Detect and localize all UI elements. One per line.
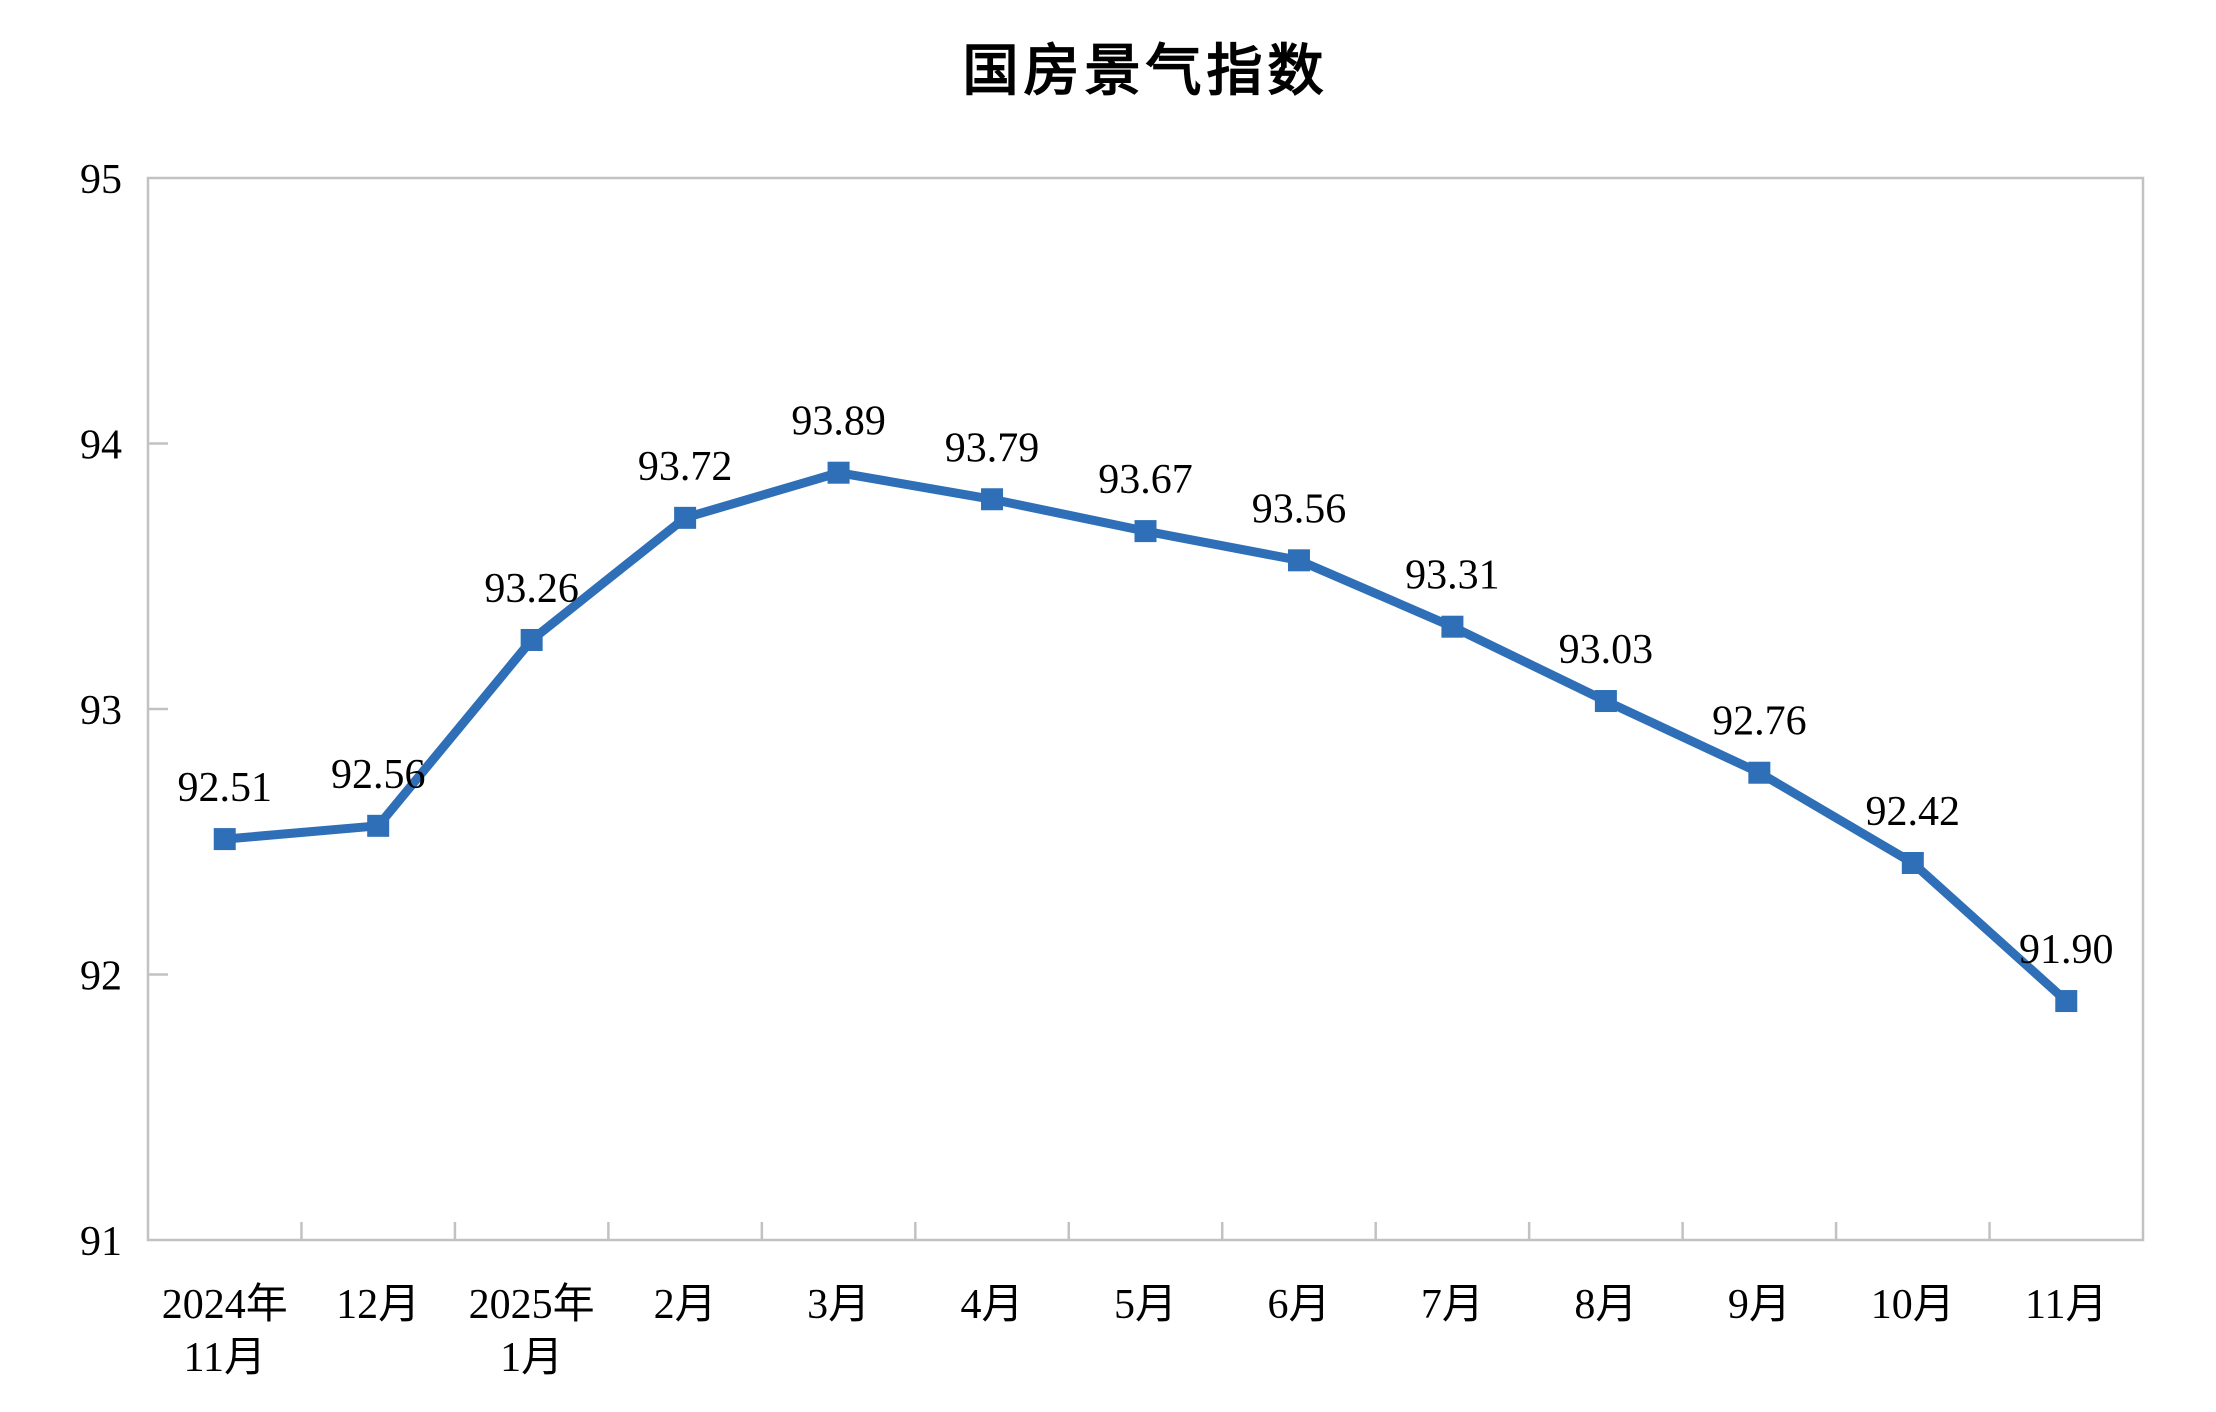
x-axis-label: 11月 <box>2025 1282 2107 1328</box>
data-label: 93.03 <box>1559 627 1654 673</box>
x-axis-label: 6月 <box>1267 1282 1330 1328</box>
data-point-marker <box>1901 851 1924 874</box>
data-point-marker <box>1441 615 1464 638</box>
x-axis-label: 7月 <box>1421 1282 1484 1328</box>
data-point-marker <box>1134 520 1157 543</box>
x-axis-label: 9月 <box>1728 1282 1791 1328</box>
data-point-marker <box>1287 549 1310 572</box>
data-point-marker <box>213 828 236 851</box>
data-label: 93.89 <box>791 399 886 445</box>
data-point-marker <box>981 488 1004 511</box>
y-axis-label: 92 <box>80 954 122 1000</box>
data-point-marker <box>1748 761 1771 784</box>
y-axis-label: 94 <box>80 423 122 469</box>
data-point-marker <box>367 814 390 837</box>
data-point-marker <box>674 506 697 529</box>
data-label: 92.51 <box>177 765 272 811</box>
data-point-marker <box>1594 690 1617 713</box>
data-label: 93.31 <box>1405 553 1500 599</box>
x-axis-label: 5月 <box>1114 1282 1177 1328</box>
x-axis-label: 4月 <box>961 1282 1024 1328</box>
plot-border <box>146 176 2145 1242</box>
data-label: 93.26 <box>484 566 579 612</box>
y-axis-label: 95 <box>80 157 122 203</box>
x-axis-label: 2月 <box>654 1282 717 1328</box>
data-label: 93.67 <box>1098 457 1193 503</box>
data-label: 91.90 <box>2019 927 2114 973</box>
data-point-marker <box>2055 990 2078 1013</box>
x-axis-label: 8月 <box>1574 1282 1637 1328</box>
data-label: 92.56 <box>331 752 426 798</box>
x-axis-label: 10月 <box>1871 1282 1955 1328</box>
data-point-marker <box>827 461 850 484</box>
data-label: 93.56 <box>1252 486 1347 532</box>
data-label: 92.42 <box>1866 789 1961 835</box>
x-axis-label: 2025年 1月 <box>469 1281 595 1381</box>
chart-title: 国房景气指数 <box>962 39 1329 102</box>
x-axis-label: 3月 <box>807 1282 870 1328</box>
x-axis-label: 12月 <box>336 1282 420 1328</box>
data-point-marker <box>520 628 543 651</box>
x-axis-label: 2024年 11月 <box>162 1281 288 1381</box>
y-axis-label: 93 <box>80 688 122 734</box>
data-label: 93.72 <box>638 444 733 490</box>
data-label: 93.79 <box>945 425 1040 471</box>
y-axis-label: 91 <box>80 1219 122 1265</box>
data-label: 92.76 <box>1712 699 1807 745</box>
